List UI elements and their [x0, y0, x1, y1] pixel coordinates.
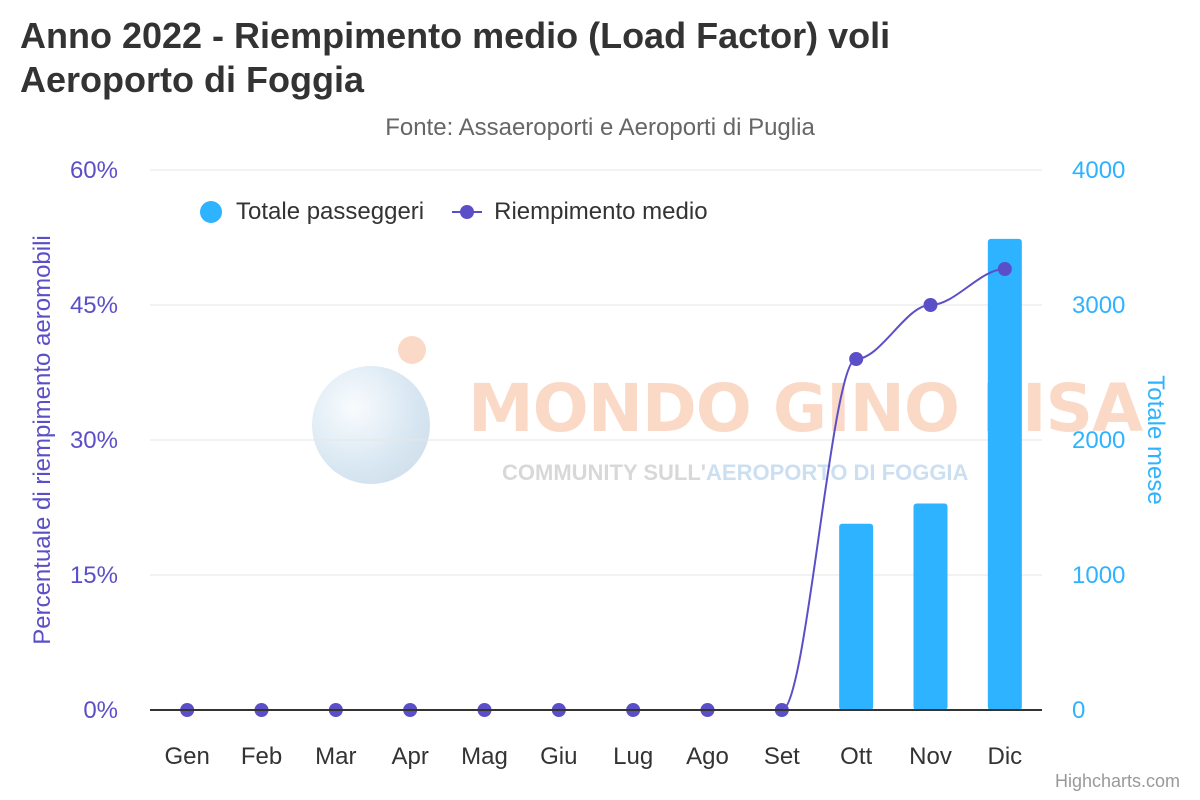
x-tick-label: Gen	[164, 743, 209, 770]
point-Dic	[997, 262, 1012, 276]
x-tick-label: Dic	[987, 743, 1022, 770]
y-left-tick-label: 0%	[83, 697, 118, 724]
y-right-axis-title: Totale mese	[1142, 375, 1169, 504]
x-tick-label: Ago	[686, 743, 729, 770]
line-points	[180, 262, 1012, 717]
line-series	[187, 268, 1005, 712]
legend-item-line[interactable]: Riempimento medio	[452, 198, 708, 226]
y-left-axis-labels: 0% 15% 30% 45% 60%	[70, 157, 118, 724]
x-tick-label: Feb	[241, 743, 282, 770]
legend-line-marker	[452, 201, 483, 223]
y-right-tick-label: 1000	[1072, 562, 1125, 589]
bar-Nov	[913, 503, 948, 710]
grid-lines	[150, 169, 1042, 576]
x-tick-label: Set	[764, 743, 800, 770]
y-left-tick-label: 60%	[70, 157, 118, 184]
legend-item-bars[interactable]: Totale passeggeri	[200, 198, 424, 226]
chart-subtitle: Fonte: Assaeroporti e Aeroporti di Pugli…	[385, 114, 815, 141]
x-tick-label: Nov	[909, 743, 952, 770]
x-tick-label: Apr	[391, 743, 428, 770]
credits-link[interactable]: Highcharts.com	[1054, 771, 1180, 791]
legend-bar-marker	[200, 201, 222, 223]
y-right-tick-label: 3000	[1072, 292, 1125, 319]
y-right-tick-label: 0	[1072, 697, 1085, 724]
x-axis-labels: Gen Feb Mar Apr Mag Giu Lug Ago Set Ott Nov Dic	[164, 743, 1022, 770]
x-tick-label: Lug	[613, 743, 653, 770]
x-tick-label: Giu	[540, 743, 577, 770]
legend-label: Totale passeggeri	[236, 198, 425, 225]
y-left-axis-title: Percentuale di riempimento aeromobili	[29, 235, 56, 645]
y-right-tick-label: 4000	[1072, 157, 1125, 184]
x-tick-label: Mag	[461, 743, 508, 770]
bar-Ott	[839, 523, 874, 710]
legend-label: Riempimento medio	[494, 198, 708, 225]
x-tick-label: Mar	[315, 743, 356, 770]
point-Nov	[923, 298, 938, 312]
bar-Dic	[987, 238, 1022, 710]
y-right-tick-label: 2000	[1072, 427, 1125, 454]
y-right-axis-labels: 0 1000 2000 3000 4000	[1072, 157, 1125, 724]
chart-title: Anno 2022 - Riempimento medio (Load Fact…	[20, 15, 891, 100]
chart-legend[interactable]: Totale passeggeri Riempimento medio	[200, 196, 736, 228]
bar-series	[839, 238, 1022, 710]
y-left-tick-label: 45%	[70, 292, 118, 319]
point-Ott	[849, 352, 864, 366]
y-left-tick-label: 30%	[70, 427, 118, 454]
x-tick-label: Ott	[840, 743, 872, 770]
y-left-tick-label: 15%	[70, 562, 118, 589]
